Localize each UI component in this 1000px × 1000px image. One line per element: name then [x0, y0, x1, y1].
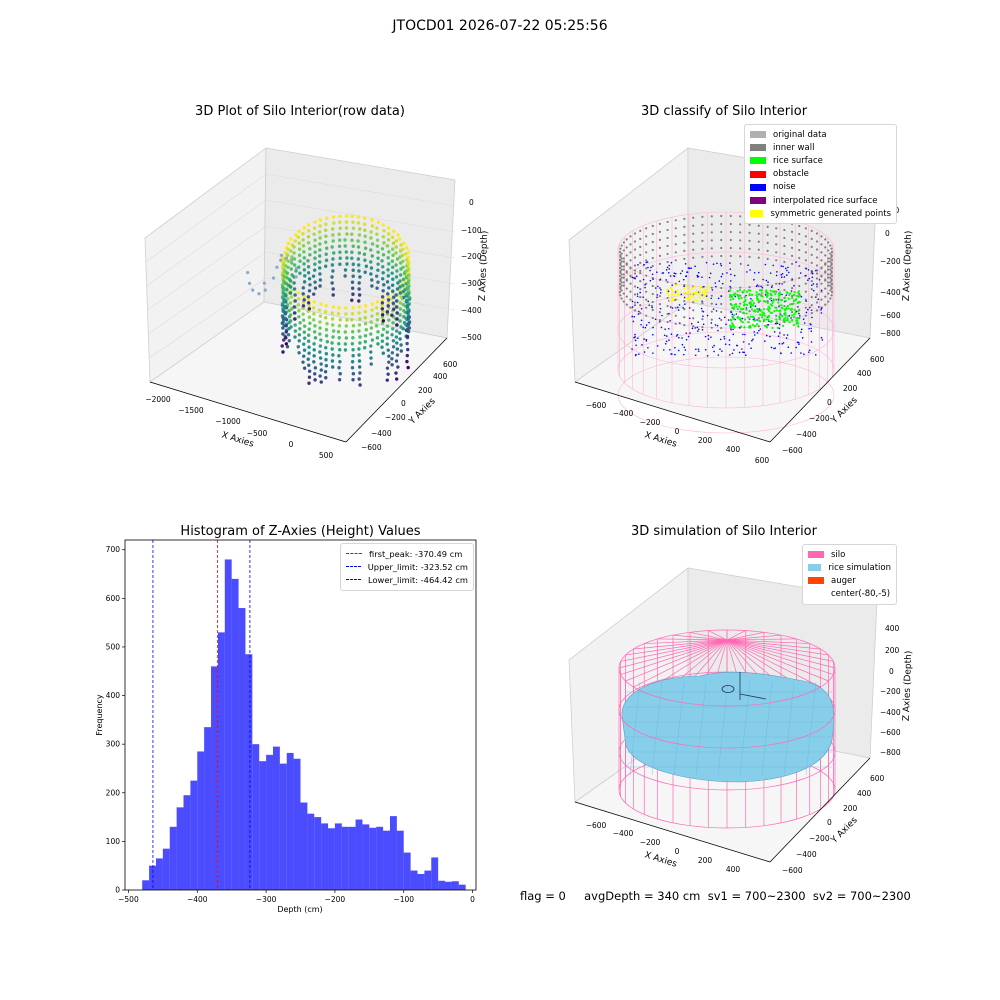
legend-entry: inner wall [750, 141, 891, 154]
legend-entry: noise [750, 181, 891, 194]
histogram-bar [190, 780, 198, 890]
legend-entry: rice simulation [808, 561, 891, 574]
legend-entry: first_peak: -370.49 cm [346, 547, 468, 560]
histogram-bar [238, 608, 246, 890]
histogram-bar [389, 816, 397, 890]
histogram-xtick-label: −300 [256, 895, 277, 904]
histogram-bars [142, 559, 466, 890]
histogram-xticks: −500 −400 −300 −200 −100 0 [118, 890, 475, 904]
histogram-bar [383, 830, 390, 890]
figure-suptitle: JTOCD01 2026-07-22 05:25:56 [392, 18, 608, 34]
histogram-ytick-label: 600 [106, 594, 121, 603]
histogram-bar [293, 758, 301, 890]
legend-entry: interpolated rice surface [750, 194, 891, 207]
histogram-ytick-label: 200 [106, 788, 121, 797]
histogram-bar [362, 824, 370, 890]
histogram-bar [451, 881, 459, 890]
panel4-title: 3D simulation of Silo Interior [631, 524, 817, 539]
histogram-bar [417, 873, 425, 890]
legend-entry: symmetric generated points [750, 207, 891, 220]
histogram-bar [211, 666, 218, 890]
legend-entry: center(-80,-5) [831, 589, 891, 600]
histogram-ytick-label: 500 [106, 642, 121, 651]
histogram-bar [183, 795, 191, 890]
histogram-bar [314, 817, 322, 890]
histogram-bar [403, 852, 411, 890]
histogram-bar [458, 884, 466, 890]
histogram-bar [252, 744, 260, 890]
histogram-bar [438, 880, 446, 890]
histogram-ytick-label: 0 [115, 886, 120, 895]
histogram-bar [424, 870, 432, 890]
histogram-bar [272, 746, 280, 890]
histogram-bar [300, 802, 308, 890]
histogram-bar [410, 870, 418, 890]
histogram-ytick-label: 300 [106, 740, 121, 749]
histogram-legend: first_peak: -370.49 cm Upper_limit: -323… [340, 543, 474, 591]
histogram-xtick-label: −200 [325, 895, 346, 904]
histogram-bar [155, 858, 163, 890]
legend-entry: Upper_limit: -323.52 cm [346, 560, 468, 573]
histogram-frame [124, 539, 477, 891]
histogram-bar [204, 727, 212, 890]
histogram-bar [307, 813, 315, 890]
legend-entry: silo [808, 548, 891, 561]
histogram-bar [266, 754, 273, 890]
histogram-bar [321, 823, 329, 890]
histogram-xlabel: Depth (cm) [277, 905, 322, 914]
histogram-xtick-label: −100 [393, 895, 414, 904]
histogram-ytick-label: 100 [106, 837, 121, 846]
panel1-title: 3D Plot of Silo Interior(row data) [195, 104, 405, 119]
histogram-xtick-label: −500 [118, 895, 139, 904]
histogram-title: Histogram of Z-Axies (Height) Values [180, 524, 421, 539]
histogram-bar [355, 819, 363, 890]
histogram-ytick-label: 700 [106, 545, 121, 554]
histogram-bar [162, 848, 170, 890]
histogram-bar [341, 826, 349, 890]
histogram-bar [369, 827, 377, 890]
histogram-xtick-label: −400 [187, 895, 208, 904]
histogram-bar [245, 654, 253, 890]
histogram-bar [231, 578, 239, 890]
histogram-bar [286, 752, 294, 890]
histogram-bar [396, 830, 404, 890]
histogram-bar [176, 807, 184, 890]
histogram-bar [197, 751, 205, 890]
histogram-vlines [152, 540, 251, 890]
status-readout: flag = 0 avgDepth = 340 cm sv1 = 700~230… [520, 889, 911, 903]
histogram-bar [259, 761, 267, 890]
legend-entry: Lower_limit: -464.42 cm [346, 573, 468, 586]
histogram-xtick-label: 0 [470, 895, 475, 904]
histogram-bar [169, 826, 177, 890]
panel2-legend: original data inner wall rice surface ob… [744, 124, 897, 225]
panel4-legend: silo rice simulation auger center(-80,-5… [802, 544, 897, 605]
histogram-ylabel: Frequency [95, 694, 104, 736]
histogram-bar [217, 632, 225, 890]
histogram-bar [334, 823, 342, 890]
histogram-bar [376, 826, 384, 890]
histogram-bar [431, 857, 439, 890]
legend-entry: rice surface [750, 154, 891, 167]
legend-entry: auger [808, 574, 891, 587]
legend-entry: obstacle [750, 168, 891, 181]
histogram-bar [279, 763, 287, 890]
histogram-ytick-label: 400 [106, 691, 121, 700]
panel2-title: 3D classify of Silo Interior [640, 104, 808, 119]
histogram-bar [142, 880, 150, 890]
histogram-bar [348, 826, 356, 890]
legend-entry: original data [750, 128, 891, 141]
histogram-bar [445, 881, 452, 890]
histogram-bar [224, 559, 232, 890]
histogram-bar [328, 828, 335, 890]
histogram-yticks: 0 100 200 300 400 500 600 700 [106, 545, 125, 895]
